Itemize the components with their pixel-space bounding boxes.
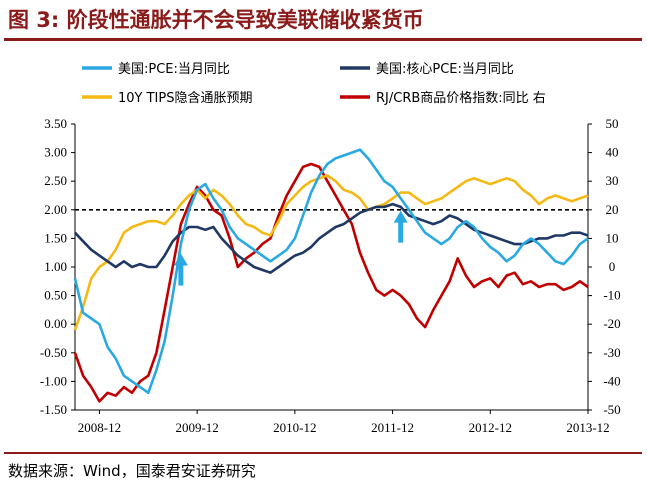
y-right-tick-label: 30 bbox=[606, 173, 619, 188]
y-left-tick-label: -1.00 bbox=[40, 373, 67, 388]
arrow-shaft bbox=[178, 263, 184, 286]
y-left-tick-label: 3.00 bbox=[44, 145, 67, 160]
up-arrow-icon bbox=[173, 253, 188, 286]
series-line-3 bbox=[73, 162, 589, 403]
legend-label-2: 10Y TIPS隐含通胀预期 bbox=[118, 90, 252, 106]
source-rule bbox=[4, 452, 642, 454]
arrow-shaft bbox=[398, 220, 404, 243]
x-tick-label: 2009-12 bbox=[175, 420, 218, 435]
y-left-tick-label: -1.50 bbox=[40, 402, 67, 417]
y-right-tick-label: 40 bbox=[606, 145, 619, 160]
y-left-tick-label: 0.50 bbox=[44, 288, 67, 303]
y-right-tick-label: -30 bbox=[603, 345, 620, 360]
legend-label-3: RJ/CRB商品价格指数:同比 右 bbox=[376, 90, 546, 106]
legend-label-1: 美国:核心PCE:当月同比 bbox=[376, 62, 514, 77]
y-right-tick-label: 0 bbox=[609, 259, 616, 274]
y-left-tick-label: 1.50 bbox=[44, 230, 67, 245]
y-left-tick-label: -0.50 bbox=[40, 345, 67, 360]
y-right-tick-label: 10 bbox=[606, 230, 619, 245]
x-tick-label: 2012-12 bbox=[469, 420, 512, 435]
y-right-tick-label: -50 bbox=[603, 402, 620, 417]
chart-series bbox=[73, 148, 589, 403]
arrow-head bbox=[393, 210, 408, 223]
arrow-head bbox=[173, 253, 188, 266]
series-line-0 bbox=[73, 148, 589, 395]
y-left-tick-label: 1.00 bbox=[44, 259, 67, 274]
up-arrow-icon bbox=[393, 210, 408, 243]
legend-label-0: 美国:PCE:当月同比 bbox=[118, 62, 230, 77]
y-left-tick-label: 0.00 bbox=[44, 316, 67, 331]
chart-annotations bbox=[173, 210, 408, 286]
x-tick-label: 2011-12 bbox=[371, 420, 414, 435]
y-right-tick-label: -10 bbox=[603, 288, 620, 303]
figure-title: 图 3: 阶段性通胀并不会导致美联储收紧货币 bbox=[8, 8, 424, 32]
title-rule bbox=[4, 38, 642, 41]
x-tick-label: 2010-12 bbox=[273, 420, 316, 435]
chart-axes: 3.50 3.00 2.50 2.00 1.50 1.00 0.50 0.00 -0.50 -1.… bbox=[40, 116, 621, 435]
y-right-tick-label: -20 bbox=[603, 316, 620, 331]
y-right-tick-label: 20 bbox=[606, 202, 619, 217]
y-left-tick-label: 2.50 bbox=[44, 173, 67, 188]
y-left-tick-label: 2.00 bbox=[44, 202, 67, 217]
x-tick-label: 2013-12 bbox=[566, 420, 609, 435]
series-line-1 bbox=[74, 202, 589, 275]
y-left-tick-label: 3.50 bbox=[44, 116, 67, 131]
x-tick-label: 2008-12 bbox=[78, 420, 121, 435]
data-source: 数据来源：Wind，国泰君安证券研究 bbox=[8, 462, 256, 480]
series-line-2 bbox=[73, 174, 589, 331]
y-right-tick-label: 50 bbox=[606, 116, 619, 131]
legend: 美国:PCE:当月同比 美国:核心PCE:当月同比 10Y TIPS隐含通胀预期 RJ… bbox=[82, 62, 546, 106]
y-right-tick-label: -40 bbox=[603, 373, 620, 388]
